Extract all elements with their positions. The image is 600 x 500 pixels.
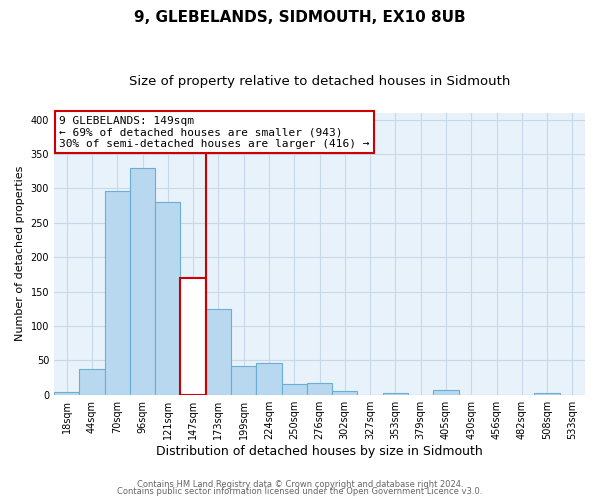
Bar (281, 384, 307, 394)
Bar (181, 278, 206, 394)
Bar (231, 366, 256, 394)
Text: Contains HM Land Registry data © Crown copyright and database right 2024.: Contains HM Land Registry data © Crown c… (137, 480, 463, 489)
Text: 9, GLEBELANDS, SIDMOUTH, EX10 8UB: 9, GLEBELANDS, SIDMOUTH, EX10 8UB (134, 10, 466, 25)
Bar (383, 392, 408, 394)
Bar (256, 363, 281, 394)
Bar (535, 392, 560, 394)
Text: Contains public sector information licensed under the Open Government Licence v3: Contains public sector information licen… (118, 487, 482, 496)
X-axis label: Distribution of detached houses by size in Sidmouth: Distribution of detached houses by size … (156, 444, 483, 458)
Bar (130, 168, 155, 394)
Bar (332, 392, 358, 394)
Bar (79, 370, 104, 394)
Bar (104, 191, 130, 394)
Bar (433, 390, 458, 394)
Text: 9 GLEBELANDS: 149sqm
← 69% of detached houses are smaller (943)
30% of semi-deta: 9 GLEBELANDS: 149sqm ← 69% of detached h… (59, 116, 370, 149)
Y-axis label: Number of detached properties: Number of detached properties (15, 166, 25, 342)
Bar (307, 383, 332, 394)
Bar (206, 310, 231, 394)
Title: Size of property relative to detached houses in Sidmouth: Size of property relative to detached ho… (129, 75, 510, 88)
Bar (54, 392, 79, 394)
Bar (155, 202, 181, 394)
